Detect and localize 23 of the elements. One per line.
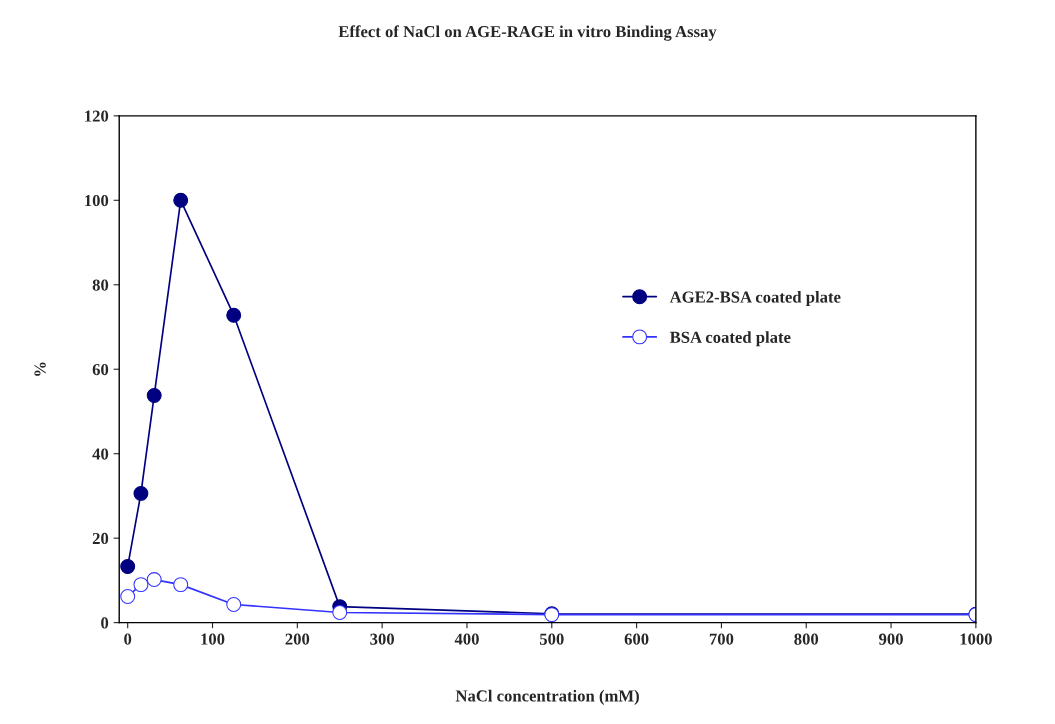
x-tick-label: 700: [709, 633, 734, 645]
x-tick-label: 900: [879, 633, 903, 645]
x-tick-label: 1000: [960, 633, 992, 645]
x-tick-label: 600: [624, 633, 649, 645]
y-tick-label: 40: [92, 448, 109, 460]
y-tick-label: 60: [92, 363, 109, 376]
y-tick-label: 120: [85, 110, 109, 122]
y-tick-label: 80: [92, 279, 109, 291]
y-tick-label: 0: [101, 617, 109, 629]
x-tick-label: 800: [794, 633, 819, 645]
x-tick-label: 500: [539, 633, 564, 645]
chart-title: Effect of NaCl on AGE-RAGE in vitro Binding Assay: [338, 25, 717, 41]
x-tick-label: 300: [370, 633, 395, 645]
x-tick-label: 400: [454, 633, 479, 645]
legend-label: AGE2-BSA coated plate: [669, 290, 841, 307]
y-axis-title: %: [34, 362, 46, 376]
x-tick-label: 200: [285, 633, 310, 645]
y-tick-label: 20: [92, 532, 109, 545]
x-tick-label: 100: [201, 633, 225, 645]
x-axis-title: NaCl concentration (mM): [455, 689, 639, 705]
legend-label: BSA coated plate: [669, 331, 791, 347]
x-tick-label: 0: [124, 633, 132, 645]
y-tick-label: 100: [85, 195, 109, 207]
